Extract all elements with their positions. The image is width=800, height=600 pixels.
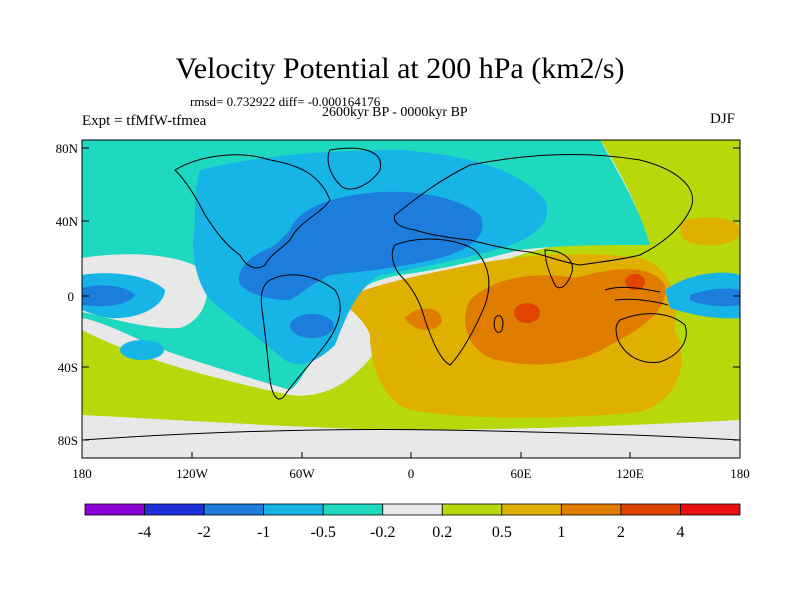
eurasia-outline [393, 154, 693, 266]
lon-label: 180 [72, 466, 92, 481]
colorbar-swatch [144, 503, 205, 516]
contour-positive-max [625, 274, 645, 290]
contour-positive-max [514, 303, 540, 323]
lat-label: 80S [58, 433, 78, 448]
contour-negative-high [290, 314, 334, 338]
colorbar-label: -0.5 [311, 524, 336, 541]
india-outline [544, 249, 573, 289]
contour-positive-high [465, 269, 666, 365]
australia-outline [615, 313, 687, 364]
chart-title: Velocity Potential at 200 hPa (km2/s) [175, 52, 625, 85]
colorbar-swatch [620, 503, 681, 516]
coastlines [82, 147, 740, 441]
lon-label: 180 [730, 466, 750, 481]
contour-positive-high [405, 308, 442, 330]
colorbar-swatch [263, 503, 324, 516]
period-text: 2600kyr BP - 0000kyr BP [322, 105, 468, 120]
colorbar: -4 -2 -1 -0.5 -0.2 0.2 0.5 1 2 4 [84, 503, 741, 541]
colorbar-swatch [322, 503, 384, 516]
colorbar-swatch [203, 503, 265, 516]
indonesia-outline [604, 286, 669, 306]
north-america-outline [174, 154, 331, 269]
colorbar-label: 2 [617, 524, 625, 541]
contour-field [82, 140, 740, 458]
colorbar-label: -0.2 [370, 524, 395, 541]
contour-negative-high [82, 285, 135, 307]
lat-label: 40S [58, 360, 78, 375]
season-label: DJF [710, 111, 736, 127]
colorbar-label: 0.2 [432, 524, 452, 541]
lon-label: 120E [616, 466, 644, 481]
contour-positive-mid [680, 217, 740, 246]
colorbar-label: -1 [257, 524, 270, 541]
colorbar-swatch [382, 503, 443, 516]
colorbar-swatch [84, 503, 145, 516]
lat-label: 0 [68, 289, 75, 304]
stats-text: rmsd= 0.732922 diff= -0.000164176 [190, 94, 381, 109]
colorbar-swatch [560, 503, 622, 516]
experiment-label: Expt = tfMfW-tfmea [82, 113, 207, 129]
greenland-outline [327, 147, 382, 190]
colorbar-label: -4 [138, 524, 151, 541]
lat-label: 40N [56, 214, 79, 229]
colorbar-label: 0.5 [492, 524, 512, 541]
antarctica-outline [82, 428, 740, 441]
tick-marks [81, 147, 741, 458]
contour-negative-high [239, 191, 483, 300]
lon-label: 0 [408, 466, 415, 481]
madagascar-outline [493, 315, 504, 333]
africa-outline [391, 238, 490, 366]
contour-negative-mid [120, 340, 164, 360]
lon-label: 60W [289, 466, 315, 481]
contour-negative-high [690, 288, 740, 307]
lat-label: 80N [56, 141, 79, 156]
colorbar-label: 4 [676, 524, 684, 541]
colorbar-swatch [441, 503, 503, 516]
lon-label: 60E [511, 466, 532, 481]
south-america-outline [260, 274, 341, 400]
colorbar-label: -2 [197, 524, 210, 541]
colorbar-swatch [501, 503, 562, 516]
lon-label: 120W [176, 466, 209, 481]
colorbar-label: 1 [557, 524, 565, 541]
colorbar-swatch [680, 503, 741, 516]
